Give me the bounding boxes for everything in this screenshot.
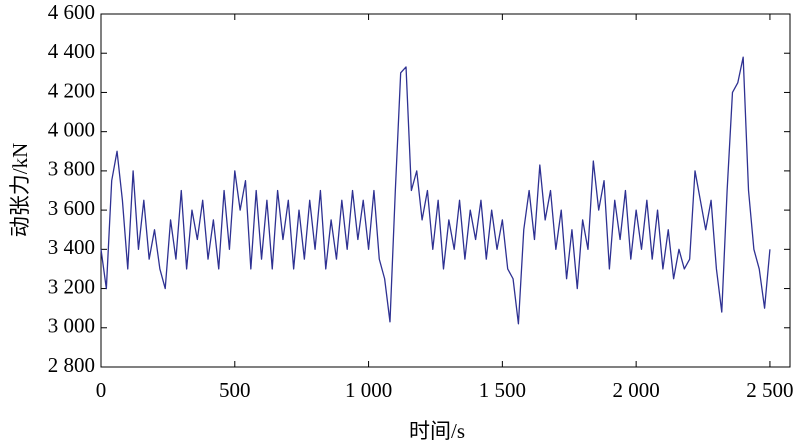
y-tick-label: 4 400 (48, 39, 95, 63)
x-tick-label: 500 (219, 378, 251, 402)
x-tick-label: 2 500 (746, 378, 793, 402)
y-axis-title: 动张力/kN (8, 143, 32, 238)
y-tick-label: 4 600 (48, 0, 95, 24)
plot-frame (100, 13, 791, 368)
y-tick-label: 3 000 (48, 314, 95, 338)
x-tick-label: 1 000 (345, 378, 392, 402)
x-axis-title: 时间/s (409, 419, 465, 443)
y-tick-label: 4 200 (48, 78, 95, 102)
y-tick-label: 3 200 (48, 274, 95, 298)
x-tick-label: 1 500 (479, 378, 526, 402)
x-tick-label: 0 (96, 378, 107, 402)
y-tick-label: 4 000 (48, 117, 95, 141)
x-tick-label: 2 000 (613, 378, 660, 402)
y-tick-label: 2 800 (48, 353, 95, 377)
data-line (100, 56, 771, 325)
y-tick-label: 3 400 (48, 235, 95, 259)
y-tick-label: 3 800 (48, 157, 95, 181)
y-tick-label: 3 600 (48, 196, 95, 220)
